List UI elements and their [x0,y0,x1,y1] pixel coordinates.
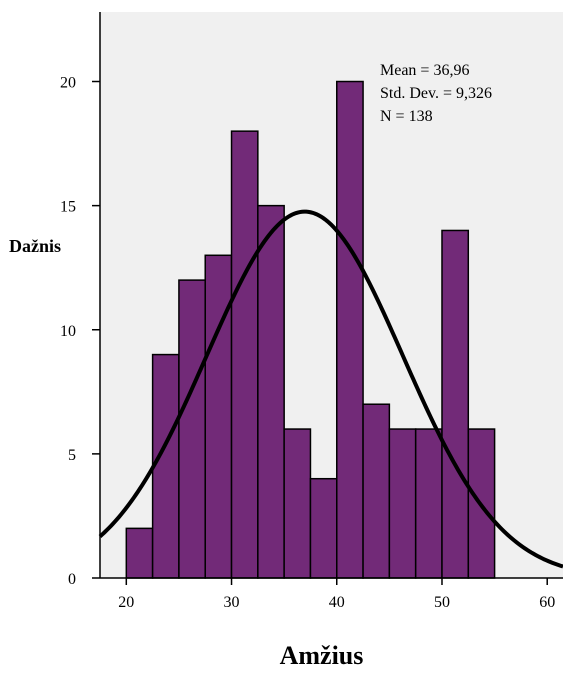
stats-mean: Mean = 36,96 [380,62,469,79]
histogram-bar-8 [336,80,364,579]
stats-std-dev: Std. Dev. = 9,326 [380,85,492,102]
histogram-bar-3 [204,254,233,579]
histogram-bar-7 [309,477,338,579]
histogram-bar-6 [283,428,312,579]
x-tick-label-2: 40 [329,594,345,611]
histogram-bar-5 [257,204,285,579]
histogram-bar-0 [125,527,154,579]
x-tick-label-4: 60 [539,594,555,611]
histogram-bar-11 [414,428,443,579]
histogram-bar-9 [362,403,391,579]
histogram-bar-2 [178,279,206,579]
x-tick-label-3: 50 [434,594,450,611]
x-tick-label-1: 30 [224,594,240,611]
histogram-bars [125,80,496,579]
y-axis-title: Dažnis [9,236,61,256]
histogram-bar-1 [151,353,180,579]
stats-n: N = 138 [380,108,433,125]
y-tick-label-3: 15 [60,199,76,216]
histogram-bar-4 [230,130,259,579]
y-tick-label-4: 20 [60,75,76,92]
histogram-bar-12 [441,229,470,579]
histogram-bar-10 [388,428,417,579]
y-tick-label-0: 0 [68,571,76,588]
x-tick-label-0: 20 [118,594,134,611]
x-axis-title: Amžius [280,641,364,670]
y-tick-label-2: 10 [60,323,76,340]
axes [99,12,563,579]
x-axis-ticks: 20 30 40 50 60 [118,578,555,611]
y-tick-label-1: 5 [68,447,76,464]
y-axis-ticks: 0 5 10 15 20 [60,75,100,588]
normal-curve [98,209,563,569]
